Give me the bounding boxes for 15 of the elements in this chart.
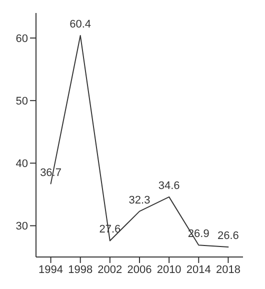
x-tick-label: 2018: [216, 264, 240, 276]
y-tick-label: 60: [16, 32, 28, 45]
x-tick-label: 1998: [68, 264, 93, 276]
x-tick-label: 2014: [186, 264, 211, 276]
y-tick-label: 30: [16, 220, 28, 233]
data-label: 32.3: [128, 194, 150, 206]
x-tick-label: 2010: [156, 264, 182, 276]
data-label: 26.6: [218, 230, 239, 242]
y-tick-label: 40: [16, 158, 28, 170]
x-tick-label: 2006: [127, 264, 152, 276]
x-tick-label: 2002: [98, 264, 122, 276]
data-label: 60.4: [70, 18, 92, 31]
y-tick-label: 50: [16, 95, 28, 108]
data-label: 34.6: [158, 180, 180, 192]
x-tick-label: 1994: [38, 264, 64, 276]
